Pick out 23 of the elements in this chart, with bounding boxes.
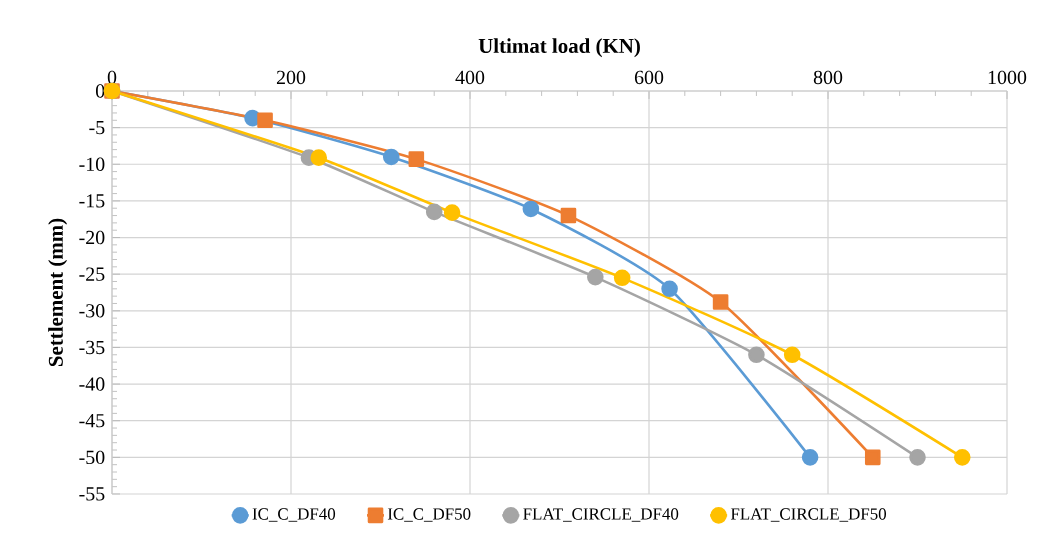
x-tick-label: 600: [634, 70, 664, 85]
x-tick-label: 1000: [988, 70, 1027, 85]
y-tick-label: -35: [79, 340, 105, 355]
x-axis-title: Ultimat load (KN): [478, 38, 640, 58]
y-tick-label: -40: [79, 377, 105, 391]
y-axis-title: Settlement (mm): [48, 218, 68, 367]
y-tick-label: -15: [79, 194, 105, 208]
legend-label: IC_C_DF50: [387, 508, 471, 522]
x-tick-label: 800: [813, 70, 843, 85]
legend-label: FLAT_CIRCLE_DF40: [523, 508, 679, 522]
y-tick-label: -5: [89, 121, 105, 135]
legend-label: IC_C_DF40: [252, 508, 336, 522]
y-tick-label: -45: [79, 414, 105, 428]
x-tick-label: 400: [455, 70, 485, 85]
y-tick-label: -55: [79, 487, 105, 501]
y-tick-label: -50: [79, 450, 105, 465]
legend-label: FLAT_CIRCLE_DF50: [730, 508, 887, 522]
y-tick-label: -30: [79, 304, 105, 318]
y-tick-label: -25: [79, 267, 105, 281]
y-tick-label: -20: [79, 230, 105, 245]
y-tick-label: -10: [79, 157, 105, 171]
x-tick-label: 200: [276, 70, 306, 85]
y-tick-label: 0: [95, 84, 105, 98]
